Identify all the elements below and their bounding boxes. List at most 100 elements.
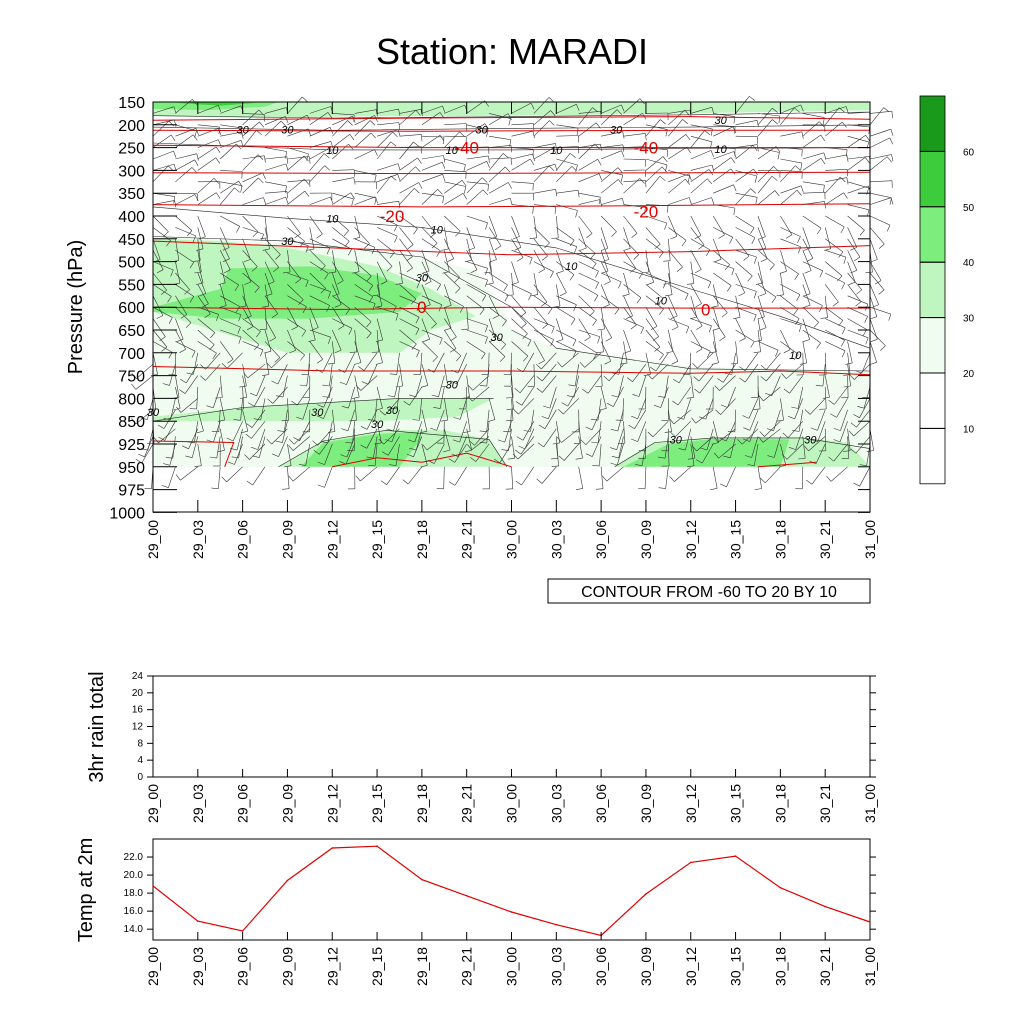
- wind-barb: [332, 115, 353, 126]
- wind-barb-flag: [618, 281, 622, 289]
- wind-barb-flag: [711, 107, 715, 115]
- wind-barb-flag: [754, 488, 762, 490]
- wind-barb-flag: [367, 419, 375, 421]
- wind-barb: [690, 238, 710, 251]
- wind-barb: [847, 364, 851, 387]
- wind-barb: [367, 364, 378, 385]
- wind-barb: [399, 188, 415, 205]
- wind-barb-flag: [260, 237, 268, 239]
- wind-barb: [457, 352, 467, 374]
- wind-barb-flag: [571, 166, 578, 172]
- wind-barb: [541, 352, 557, 370]
- wind-barb-flag: [508, 118, 511, 126]
- wind-barb-flag: [211, 431, 219, 433]
- wind-barb-flag: [304, 190, 310, 197]
- wind-barb-flag: [366, 456, 374, 459]
- wind-barb: [847, 185, 869, 194]
- wind-barb: [556, 153, 571, 171]
- wind-barb-flag: [251, 447, 258, 450]
- temperature-contour-label: -20: [380, 207, 405, 226]
- wind-barb-flag: [277, 430, 285, 432]
- wind-barb: [780, 318, 802, 326]
- temp-panel: 14.016.018.020.022.029_00 29_03 29_06 29_09…: [75, 838, 878, 986]
- wind-barb-flag: [813, 322, 819, 328]
- wind-barb-flag: [596, 351, 604, 353]
- wind-barb: [802, 113, 825, 118]
- wind-barb-flag: [558, 455, 565, 461]
- wind-barb: [175, 153, 197, 160]
- wind-barb: [712, 318, 726, 338]
- wind-barb-flag: [240, 140, 244, 147]
- wind-barb-flag: [536, 364, 542, 370]
- wind-barb: [488, 295, 500, 316]
- wind-barb-flag: [349, 420, 357, 422]
- wind-barb-flag: [855, 301, 862, 307]
- wind-barb: [578, 192, 601, 198]
- wind-barb: [354, 261, 372, 277]
- wind-barb-flag: [350, 192, 355, 199]
- wind-barb: [751, 436, 759, 458]
- wind-barb-flag: [244, 454, 250, 460]
- wind-barb: [668, 238, 671, 261]
- wind-barb-flag: [312, 440, 318, 446]
- wind-barb: [599, 443, 602, 466]
- wind-barb-flag: [261, 234, 264, 241]
- wind-barb: [735, 120, 758, 126]
- wind-barb: [264, 352, 270, 375]
- rain-tick-label: 20: [132, 688, 144, 699]
- wind-barb-flag: [516, 368, 524, 373]
- wind-barb: [323, 386, 333, 408]
- wind-barb: [660, 386, 669, 408]
- wind-barb: [623, 284, 642, 298]
- wind-barb: [509, 409, 512, 432]
- wind-barb-flag: [794, 107, 800, 113]
- wind-barb-flag: [682, 119, 689, 125]
- temperature-contour-line: [152, 366, 871, 376]
- wind-barb-flag: [739, 337, 746, 342]
- wind-barb: [825, 154, 847, 160]
- wind-barb: [287, 128, 309, 137]
- wind-barb: [287, 179, 310, 183]
- wind-barb-flag: [630, 324, 637, 330]
- wind-barb: [847, 284, 862, 302]
- wind-barb: [197, 178, 215, 194]
- wind-barb: [175, 194, 196, 205]
- wind-barb: [533, 165, 550, 183]
- wind-barb-flag: [484, 123, 489, 130]
- wind-barb-flag: [643, 374, 651, 377]
- wind-barb: [457, 436, 467, 457]
- wind-barb-flag: [710, 150, 714, 158]
- wind-barb-flag: [167, 296, 172, 303]
- wind-barb: [712, 341, 719, 363]
- wind-barb-flag: [464, 449, 472, 453]
- wind-barb: [197, 318, 215, 333]
- wind-barb: [556, 250, 564, 272]
- wind-barb-flag: [262, 172, 266, 180]
- wind-barb: [232, 421, 243, 442]
- wind-barb-flag: [801, 149, 803, 157]
- wind-barb-flag: [481, 177, 488, 183]
- wind-barb: [394, 375, 400, 398]
- wind-barb-flag: [461, 328, 469, 330]
- wind-barb: [444, 215, 461, 232]
- wind-barb: [825, 106, 847, 114]
- pressure-tick-label: 950: [118, 460, 145, 477]
- wind-barb: [645, 329, 661, 348]
- wind-barb-flag: [442, 105, 446, 113]
- wind-barb: [866, 443, 871, 466]
- wind-barb: [466, 375, 470, 398]
- wind-barb-flag: [571, 318, 576, 325]
- wind-barb-flag: [561, 402, 568, 407]
- wind-barb-flag: [390, 407, 398, 410]
- wind-barb: [152, 192, 175, 197]
- wind-barb: [690, 215, 702, 236]
- wind-barb: [847, 352, 851, 375]
- wind-barb: [511, 102, 532, 114]
- wind-barb-flag: [254, 287, 260, 293]
- wind-barb-flag: [510, 145, 512, 153]
- wind-barb: [822, 364, 826, 387]
- wind-barb: [466, 189, 484, 205]
- rain-time-label: 29_18: [414, 784, 430, 823]
- wind-barb-flag: [204, 313, 211, 319]
- wind-barb-flag: [308, 339, 316, 342]
